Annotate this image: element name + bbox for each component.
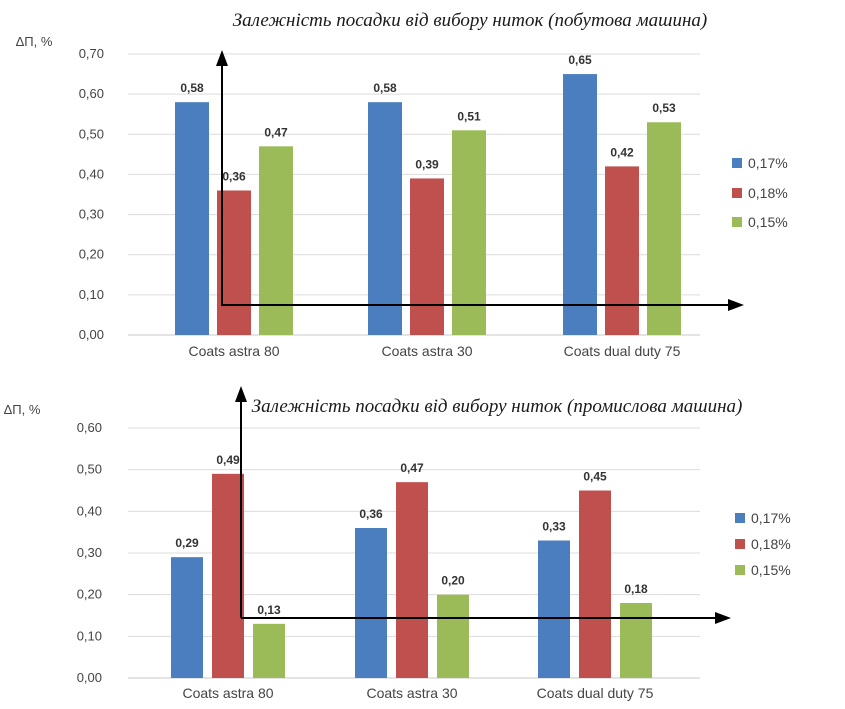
data-label: 0,58 — [373, 81, 397, 95]
x-category-label: Coats astra 30 — [381, 343, 472, 359]
y-tick-label: 0,40 — [77, 503, 102, 518]
data-label: 0,36 — [359, 507, 383, 521]
bar-017-0 — [171, 557, 203, 678]
bar-018-1 — [410, 178, 444, 335]
bar-015-0 — [259, 146, 293, 335]
data-label: 0,58 — [180, 81, 204, 95]
legend-swatch — [735, 565, 745, 575]
x-category-label: Coats dual duty 75 — [564, 343, 681, 359]
chart-title: Залежність посадки від вибору ниток (про… — [252, 396, 743, 417]
bar-015-1 — [452, 130, 486, 335]
data-label: 0,20 — [441, 574, 465, 588]
data-label: 0,42 — [610, 145, 634, 159]
chart-industrial-machine: Залежність посадки від вибору ниток (про… — [0, 380, 845, 704]
arrow-up-head — [235, 386, 247, 402]
legend-label: 0,17% — [751, 510, 791, 526]
bar-017-1 — [368, 102, 402, 336]
legend-label: 0,15% — [748, 214, 788, 230]
data-label: 0,51 — [457, 109, 481, 123]
y-axis-label: ΔП, % — [4, 402, 41, 417]
y-tick-label: 0,40 — [79, 166, 104, 181]
data-label: 0,45 — [583, 470, 607, 484]
x-category-label: Coats dual duty 75 — [537, 685, 654, 701]
bar-015-0 — [253, 623, 285, 678]
y-tick-label: 0,60 — [79, 86, 104, 101]
y-tick-label: 0,10 — [77, 628, 102, 643]
arrow-right-head — [728, 299, 744, 311]
x-category-label: Coats astra 80 — [182, 685, 273, 701]
bar-018-1 — [396, 482, 428, 678]
data-label: 0,18 — [624, 582, 648, 596]
y-tick-label: 0,50 — [79, 126, 104, 141]
data-label: 0,13 — [257, 603, 281, 617]
y-tick-label: 0,20 — [79, 247, 104, 262]
y-tick-label: 0,60 — [77, 420, 102, 435]
arrow-right-head — [715, 612, 731, 624]
legend-swatch — [732, 188, 742, 198]
legend-label: 0,15% — [751, 562, 791, 578]
data-label: 0,33 — [542, 520, 566, 534]
bar-018-0 — [212, 473, 244, 678]
y-tick-label: 0,30 — [79, 207, 104, 222]
y-tick-label: 0,00 — [79, 327, 104, 342]
data-label: 0,29 — [175, 536, 199, 550]
y-tick-label: 0,30 — [77, 545, 102, 560]
data-label: 0,49 — [216, 453, 240, 467]
bar-018-2 — [605, 166, 639, 335]
x-category-label: Coats astra 30 — [366, 685, 457, 701]
bar-017-0 — [175, 102, 209, 336]
legend-swatch — [735, 539, 745, 549]
bar-015-1 — [437, 594, 469, 678]
chart-title: Залежність посадки від вибору ниток (поб… — [233, 10, 708, 31]
y-tick-label: 0,50 — [77, 462, 102, 477]
y-tick-label: 0,00 — [77, 670, 102, 685]
chart-household-svg: Залежність посадки від вибору ниток (поб… — [16, 10, 788, 359]
y-tick-label: 0,70 — [79, 46, 104, 61]
legend-label: 0,18% — [751, 536, 791, 552]
legend-label: 0,17% — [748, 155, 788, 171]
bar-017-2 — [563, 74, 597, 336]
chart-household-machine: Залежність посадки від вибору ниток (поб… — [16, 10, 788, 359]
legend-swatch — [732, 158, 742, 168]
legend-swatch — [732, 217, 742, 227]
y-tick-label: 0,20 — [77, 587, 102, 602]
data-label: 0,39 — [415, 157, 439, 171]
y-axis-label: ΔП, % — [16, 34, 53, 49]
legend-swatch — [735, 513, 745, 523]
data-label: 0,36 — [222, 169, 246, 183]
bar-017-2 — [538, 540, 570, 678]
legend-label: 0,18% — [748, 185, 788, 201]
y-tick-label: 0,10 — [79, 287, 104, 302]
data-label: 0,47 — [264, 125, 288, 139]
chart-industrial-svg: Залежність посадки від вибору ниток (про… — [4, 386, 791, 701]
bar-015-2 — [620, 603, 652, 678]
data-label: 0,53 — [652, 101, 676, 115]
data-label: 0,47 — [400, 461, 424, 475]
x-category-label: Coats astra 80 — [188, 343, 279, 359]
arrow-up-head — [216, 50, 228, 66]
bar-015-2 — [647, 122, 681, 335]
bar-017-1 — [355, 528, 387, 678]
data-label: 0,65 — [568, 53, 592, 67]
bar-018-2 — [579, 490, 611, 678]
